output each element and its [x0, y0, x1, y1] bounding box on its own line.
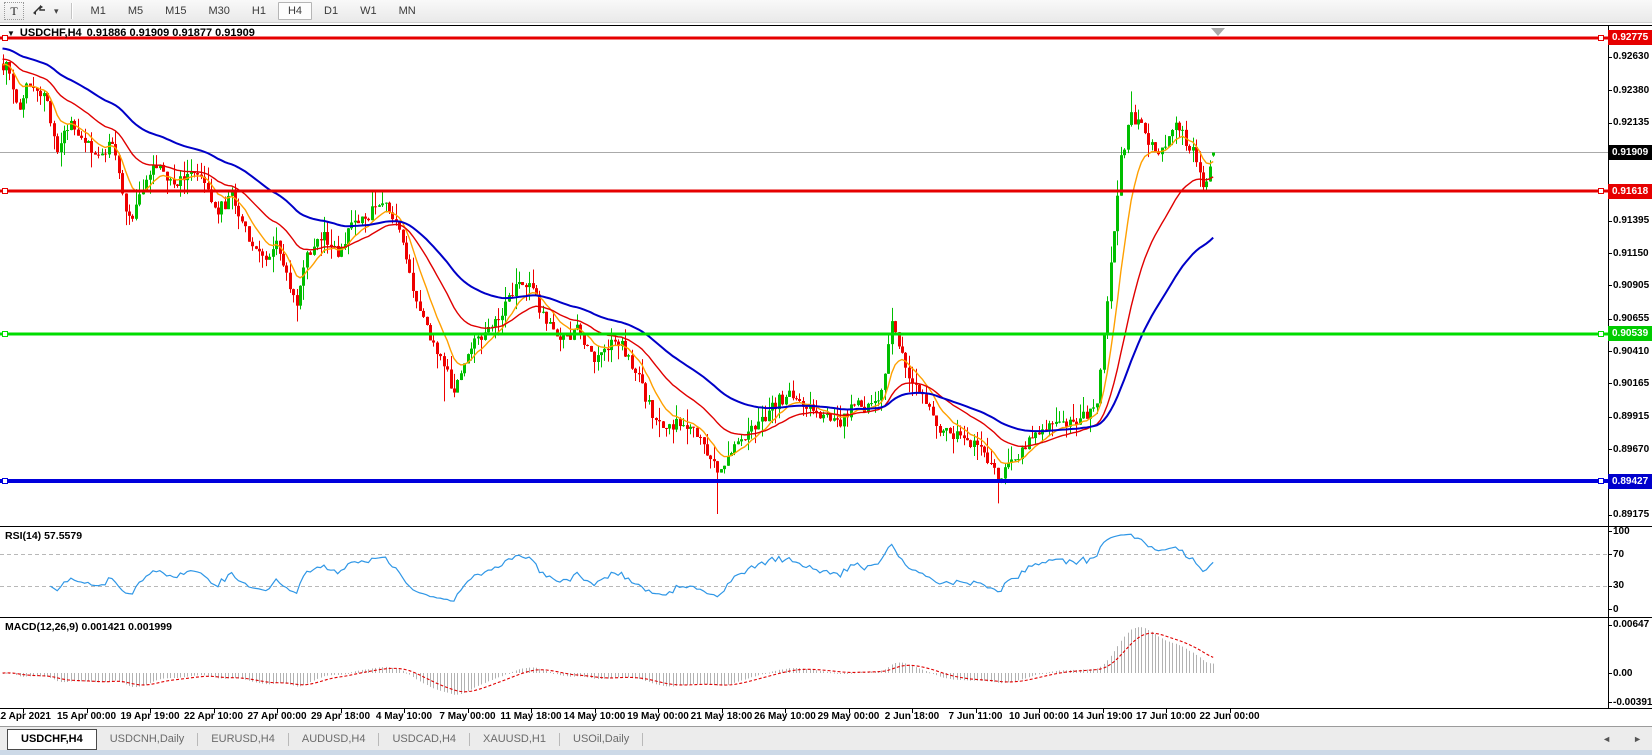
timeframe-w1-button[interactable]: W1	[350, 2, 387, 20]
timeframe-m1-button[interactable]: M1	[81, 2, 116, 20]
timeframe-m30-button[interactable]: M30	[199, 2, 240, 20]
tool-dropdown-caret[interactable]: ▾	[54, 5, 59, 16]
timeframe-d1-button[interactable]: D1	[314, 2, 348, 20]
chart-tabbar: USDCHF,H4 USDCNH,Daily EURUSD,H4 AUDUSD,…	[0, 726, 1652, 751]
tab-audusd-h4[interactable]: AUDUSD,H4	[301, 733, 366, 745]
cursor-tool-icon	[32, 4, 47, 19]
timeframe-h4-button[interactable]: H4	[277, 2, 313, 20]
panel-splitter-macd[interactable]	[0, 615, 1608, 619]
toolbar-separator	[70, 3, 72, 19]
tab-usdchf-h4[interactable]: USDCHF,H4	[7, 728, 97, 750]
timeframe-m15-button[interactable]: M15	[155, 2, 196, 20]
tab-scroll-left-button[interactable]: ◄	[1602, 734, 1612, 744]
text-tool-button[interactable]: T	[4, 2, 24, 20]
tab-usdcad-h4[interactable]: USDCAD,H4	[392, 733, 457, 745]
tab-divider	[469, 732, 471, 746]
timeframe-m5-button[interactable]: M5	[118, 2, 153, 20]
tab-divider	[642, 732, 644, 746]
cursor-tool-button[interactable]	[28, 2, 51, 20]
tab-divider	[559, 732, 560, 746]
tab-scroll-right-button[interactable]: ►	[1633, 734, 1642, 744]
tab-eurusd-h4[interactable]: EURUSD,H4	[211, 733, 275, 745]
tab-divider	[378, 732, 380, 746]
toolbar: T ▾ M1 M5 M15 M30 H1 H4 D1 W1 MN	[0, 0, 1652, 23]
tab-usoil-daily[interactable]: USOil,Daily	[573, 733, 630, 745]
status-strip	[0, 750, 1652, 755]
timeframe-mn-button[interactable]: MN	[389, 2, 426, 20]
timeframe-h1-button[interactable]: H1	[242, 2, 276, 20]
tab-divider	[197, 732, 199, 746]
tab-divider	[287, 732, 289, 746]
tab-xauusd-h1[interactable]: XAUUSD,H1	[483, 733, 546, 745]
panel-splitter-rsi[interactable]	[0, 525, 1608, 529]
tab-usdcnh-daily[interactable]: USDCNH,Daily	[109, 733, 185, 745]
